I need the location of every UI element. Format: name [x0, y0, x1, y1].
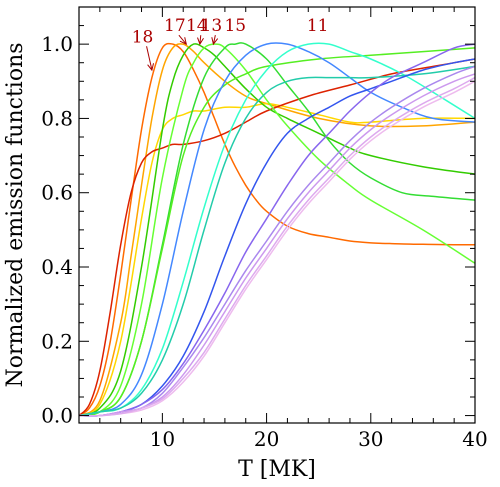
y-axis-title: Normalized emission functions	[3, 42, 28, 387]
annotation-arrow	[212, 35, 216, 45]
annotation-arrow	[199, 35, 202, 45]
series-line-7	[79, 42, 475, 417]
arrowhead-icon	[147, 63, 154, 72]
y-tick-label: 0.8	[41, 106, 73, 130]
y-tick-label: 0.4	[41, 255, 73, 279]
series-line-1	[79, 42, 475, 417]
series-layer	[79, 42, 475, 417]
plot-frame	[78, 6, 476, 424]
series-line-8	[79, 47, 475, 417]
y-tick-label: 0.2	[41, 329, 73, 353]
series-line-17	[79, 76, 475, 417]
series-line-9	[79, 42, 475, 417]
x-tick-label: 20	[254, 427, 279, 451]
x-axis-title: T [MK]	[238, 457, 316, 482]
annotation-label: 17	[164, 16, 186, 36]
axis-ticks: 10 20 30 40 0.0 0.2 0.4 0.6 0.8 1.0	[41, 6, 488, 451]
arrowhead-icon	[179, 37, 188, 45]
annotation-label: 13	[201, 16, 223, 36]
x-tick-label: 10	[150, 427, 175, 451]
series-line-6	[79, 43, 475, 417]
annotation-arrow	[178, 34, 187, 45]
y-tick-label: 0.6	[41, 181, 73, 205]
y-tick-label: 0.0	[41, 404, 73, 428]
series-line-2	[79, 43, 475, 417]
annotation-label: 15	[224, 16, 246, 36]
arrowhead-icon	[197, 37, 204, 46]
x-tick-label: 40	[462, 427, 487, 451]
series-line-16	[79, 80, 475, 417]
y-tick-label: 1.0	[41, 32, 73, 56]
series-line-10	[79, 42, 475, 417]
annotation-label: 18	[132, 27, 154, 47]
series-line-13	[79, 43, 475, 417]
x-tick-label: 30	[358, 427, 383, 451]
annotation-arrow	[146, 46, 153, 71]
series-line-4	[79, 58, 475, 417]
annotation-label: 14	[186, 16, 208, 36]
annotation-label: 11	[307, 16, 329, 36]
arrowhead-icon	[211, 37, 219, 46]
series-line-11	[79, 65, 475, 417]
